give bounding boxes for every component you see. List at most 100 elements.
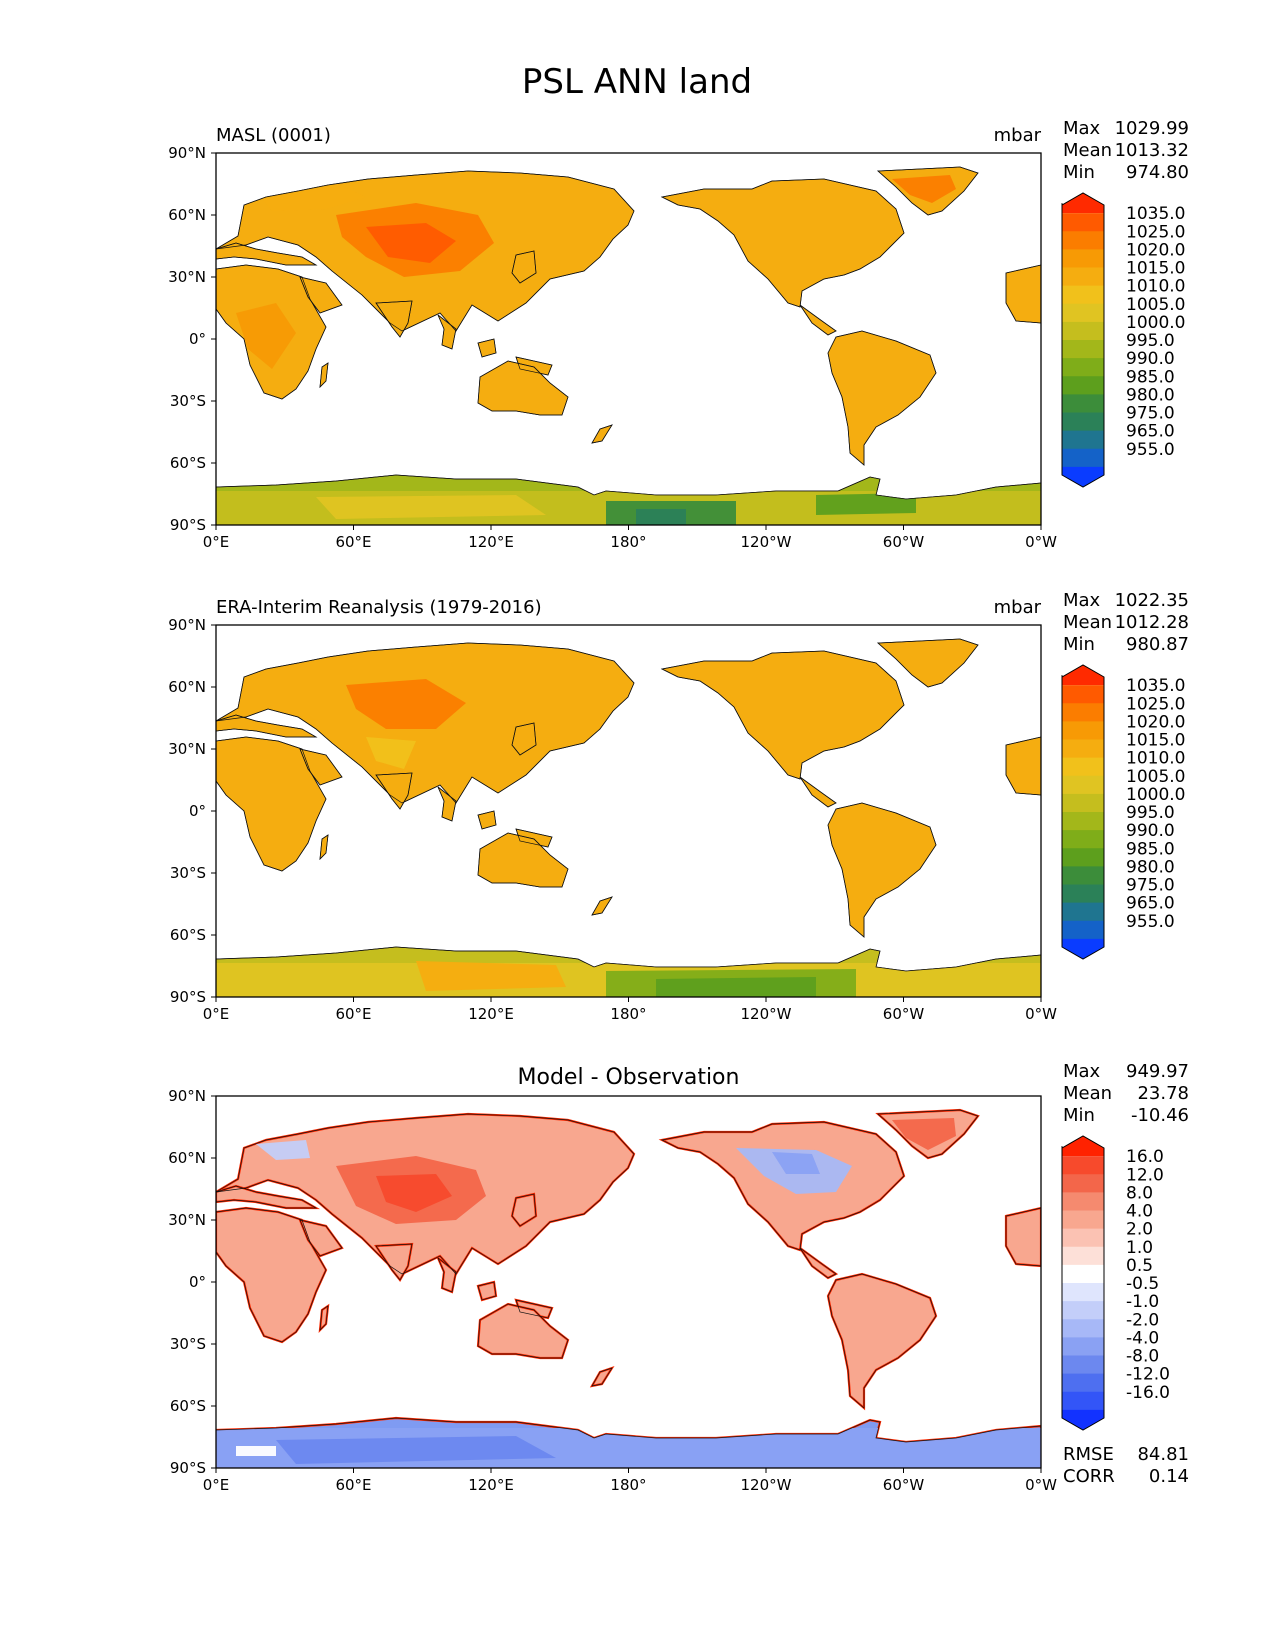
map-model <box>216 153 1041 525</box>
coast-eurasia <box>216 170 635 332</box>
ross-shelf-low <box>656 977 816 997</box>
colorbar-label: 985.0 <box>1126 367 1175 387</box>
colorbar-extend-top <box>1062 1136 1104 1157</box>
lat-tick-label: 0° <box>189 802 206 820</box>
greenland-high <box>892 175 956 203</box>
stat-label: Max <box>1063 118 1101 139</box>
lon-tick-label: 0°E <box>203 533 230 551</box>
coast-india <box>375 300 413 338</box>
colorbar-swatch <box>1062 1156 1104 1175</box>
colorbar-label: 12.0 <box>1126 1165 1164 1185</box>
colorbar-swatch <box>1062 1355 1104 1375</box>
coast-newguinea <box>515 1299 553 1319</box>
colorbar-swatch <box>1062 1264 1104 1284</box>
coast-newguinea <box>515 356 553 376</box>
colorbar-extend-top <box>1062 665 1104 686</box>
coast-india <box>375 1243 413 1281</box>
colorbar-swatch <box>1062 267 1104 287</box>
lon-tick-label: 60°E <box>335 1005 371 1023</box>
colorbar-swatch <box>1062 394 1104 413</box>
colorbar-label: 990.0 <box>1126 821 1175 841</box>
coast-madagascar <box>319 1305 329 1331</box>
coast-antarctica <box>216 474 1041 525</box>
lon-tick-label: 60°W <box>883 1005 925 1023</box>
high-pressure-asia <box>346 679 466 729</box>
land-westafrica2 <box>1004 1206 1041 1268</box>
colorbar-label: 980.0 <box>1126 857 1175 877</box>
colorbar-label: -8.0 <box>1126 1347 1159 1367</box>
colorbar-swatch <box>1062 703 1104 722</box>
colorbar-swatch <box>1062 412 1104 432</box>
colorbar-swatch <box>1062 321 1104 341</box>
coast-namerica <box>660 650 905 780</box>
colorbar-label: 955.0 <box>1126 912 1175 932</box>
lon-tick-label: 0°E <box>203 1005 230 1023</box>
lat-tick-label: 30°S <box>170 1335 206 1353</box>
coast-arabia <box>299 748 343 786</box>
coast-greenland <box>877 166 979 216</box>
lat-tick-label: 60°S <box>170 926 206 944</box>
lat-tick-label: 90°N <box>168 616 206 634</box>
coastlines <box>216 638 1041 997</box>
coast-nz <box>591 424 613 444</box>
coast-africa <box>216 1207 327 1343</box>
stat-label: Min <box>1063 1105 1095 1126</box>
stat-label: Max <box>1063 590 1101 611</box>
colorbar: 1035.01025.01020.01015.01010.01005.01000… <box>1061 192 1185 488</box>
colorbar-swatch <box>1062 775 1104 795</box>
coast-namerica <box>660 178 905 308</box>
coast-australia <box>477 1303 569 1359</box>
lon-tick-label: 180° <box>610 533 646 551</box>
coast-westafrica2 <box>1005 1207 1041 1267</box>
coast-seasia <box>437 1257 457 1293</box>
lat-tick-label: 60°S <box>170 454 206 472</box>
colorbar-swatch <box>1062 1391 1104 1411</box>
colorbar-swatch <box>1062 1283 1104 1302</box>
panel-diff: Model - Observation 90°N 60°N 30°N 0° 30°S 60°… <box>168 1061 1189 1494</box>
greenland-bias <box>892 1118 956 1150</box>
colorbar-outline <box>1061 192 1105 488</box>
coast-samerica <box>827 1273 937 1409</box>
colorbar-extend-top <box>1062 193 1104 214</box>
strong-bias-asia <box>376 1174 452 1212</box>
coast-india <box>375 772 413 810</box>
colorbar-label: 2.0 <box>1126 1220 1153 1240</box>
colorbar-label: 1005.0 <box>1126 295 1185 315</box>
coast-nz <box>591 896 613 916</box>
stat-value: 974.80 <box>1126 162 1189 183</box>
stat-value: 1012.28 <box>1115 612 1189 633</box>
lon-tick-label: 0°W <box>1025 1005 1057 1023</box>
error-stat-label: CORR <box>1063 1466 1115 1487</box>
coast-samerica <box>827 802 937 938</box>
colorbar-label: 4.0 <box>1126 1202 1153 1222</box>
colorbar-label: 1.0 <box>1126 1238 1153 1258</box>
coast-westafrica2 <box>1005 736 1041 796</box>
colorbar-swatch <box>1062 213 1104 232</box>
coast-eurasia <box>216 642 635 804</box>
stat-value: 1029.99 <box>1115 118 1189 139</box>
lat-tick-label: 60°S <box>170 1397 206 1415</box>
panel-subtitle: ERA-Interim Reanalysis (1979-2016) <box>216 597 542 618</box>
field-contours <box>216 679 1041 997</box>
colorbar-label: 1020.0 <box>1126 240 1185 260</box>
colorbar-swatch <box>1062 1301 1104 1320</box>
lon-tick-label: 0°W <box>1025 1476 1057 1494</box>
lon-tick-label: 60°E <box>335 533 371 551</box>
field-contours <box>216 175 1041 525</box>
coast-japan <box>511 1193 537 1227</box>
coast-greenland <box>877 1109 979 1159</box>
colorbar-label: 995.0 <box>1126 331 1175 351</box>
lat-tick-label: 90°N <box>168 144 206 162</box>
colorbar-swatch <box>1062 866 1104 885</box>
africa-interior <box>236 303 296 369</box>
coast-africa <box>216 736 327 872</box>
colorbar-label: -1.0 <box>1126 1292 1159 1312</box>
colorbar-label: 995.0 <box>1126 803 1175 823</box>
coast-newguinea <box>515 828 553 848</box>
ross-shelf-lowest <box>636 509 686 525</box>
stat-label: Mean <box>1063 612 1112 633</box>
colorbar-swatch <box>1062 1192 1104 1211</box>
panel-units: mbar <box>994 125 1042 146</box>
lat-tick-label: 90°S <box>170 988 206 1006</box>
colorbar-label: 985.0 <box>1126 839 1175 859</box>
